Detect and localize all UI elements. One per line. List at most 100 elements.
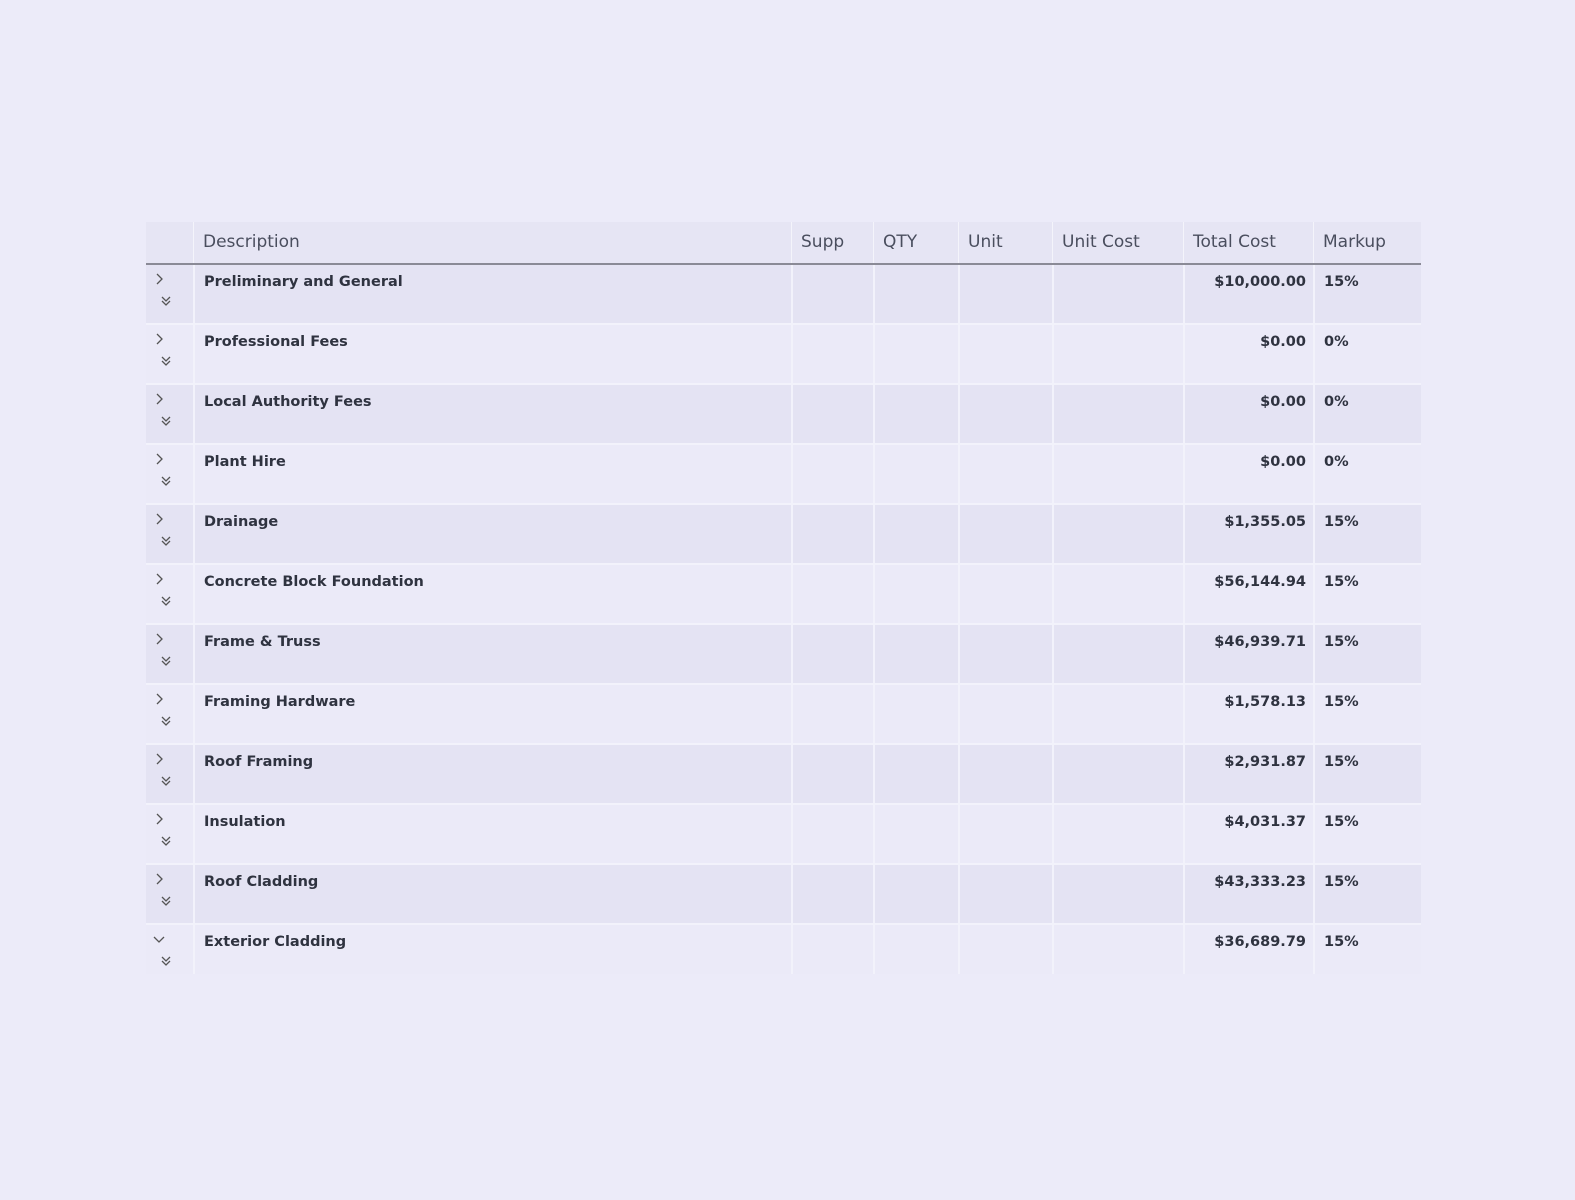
markup-cell[interactable]: 0% bbox=[1313, 445, 1421, 503]
description-cell[interactable]: Roof Framing bbox=[193, 745, 791, 803]
qty-cell[interactable] bbox=[873, 505, 958, 563]
supp-cell[interactable] bbox=[791, 565, 873, 623]
table-row[interactable]: Drainage $1,355.05 15% bbox=[146, 505, 1421, 565]
description-cell[interactable]: Roof Cladding bbox=[193, 865, 791, 923]
total-cost-cell[interactable]: $43,333.23 bbox=[1183, 865, 1313, 923]
chevron-right-icon[interactable] bbox=[152, 871, 166, 890]
unit-cell[interactable] bbox=[958, 685, 1052, 743]
double-chevron-down-icon[interactable] bbox=[160, 595, 172, 610]
unit-cost-cell[interactable] bbox=[1052, 325, 1183, 383]
qty-cell[interactable] bbox=[873, 565, 958, 623]
table-row[interactable]: Exterior Cladding $36,689.79 15% bbox=[146, 925, 1421, 974]
double-chevron-down-icon[interactable] bbox=[160, 295, 172, 310]
header-markup[interactable]: Markup bbox=[1313, 222, 1421, 263]
unit-cost-cell[interactable] bbox=[1052, 445, 1183, 503]
unit-cell[interactable] bbox=[958, 325, 1052, 383]
qty-cell[interactable] bbox=[873, 745, 958, 803]
supp-cell[interactable] bbox=[791, 505, 873, 563]
unit-cost-cell[interactable] bbox=[1052, 925, 1183, 974]
header-unit-cost[interactable]: Unit Cost bbox=[1052, 222, 1183, 263]
double-chevron-down-icon[interactable] bbox=[160, 475, 172, 490]
total-cost-cell[interactable]: $36,689.79 bbox=[1183, 925, 1313, 974]
unit-cost-cell[interactable] bbox=[1052, 505, 1183, 563]
double-chevron-down-icon[interactable] bbox=[160, 415, 172, 430]
description-cell[interactable]: Insulation bbox=[193, 805, 791, 863]
markup-cell[interactable]: 15% bbox=[1313, 685, 1421, 743]
double-chevron-down-icon[interactable] bbox=[160, 655, 172, 670]
double-chevron-down-icon[interactable] bbox=[160, 775, 172, 790]
table-row[interactable]: Roof Cladding $43,333.23 15% bbox=[146, 865, 1421, 925]
double-chevron-down-icon[interactable] bbox=[160, 895, 172, 910]
total-cost-cell[interactable]: $10,000.00 bbox=[1183, 265, 1313, 323]
table-row[interactable]: Local Authority Fees $0.00 0% bbox=[146, 385, 1421, 445]
header-qty[interactable]: QTY bbox=[873, 222, 958, 263]
total-cost-cell[interactable]: $56,144.94 bbox=[1183, 565, 1313, 623]
unit-cell[interactable] bbox=[958, 565, 1052, 623]
markup-cell[interactable]: 15% bbox=[1313, 505, 1421, 563]
double-chevron-down-icon[interactable] bbox=[160, 355, 172, 370]
description-cell[interactable]: Plant Hire bbox=[193, 445, 791, 503]
total-cost-cell[interactable]: $46,939.71 bbox=[1183, 625, 1313, 683]
header-unit[interactable]: Unit bbox=[958, 222, 1052, 263]
qty-cell[interactable] bbox=[873, 325, 958, 383]
chevron-right-icon[interactable] bbox=[152, 391, 166, 410]
description-cell[interactable]: Framing Hardware bbox=[193, 685, 791, 743]
markup-cell[interactable]: 15% bbox=[1313, 805, 1421, 863]
table-row[interactable]: Framing Hardware $1,578.13 15% bbox=[146, 685, 1421, 745]
supp-cell[interactable] bbox=[791, 805, 873, 863]
chevron-right-icon[interactable] bbox=[152, 811, 166, 830]
table-row[interactable]: Concrete Block Foundation $56,144.94 15% bbox=[146, 565, 1421, 625]
unit-cost-cell[interactable] bbox=[1052, 865, 1183, 923]
table-row[interactable]: Roof Framing $2,931.87 15% bbox=[146, 745, 1421, 805]
description-cell[interactable]: Frame & Truss bbox=[193, 625, 791, 683]
total-cost-cell[interactable]: $0.00 bbox=[1183, 325, 1313, 383]
qty-cell[interactable] bbox=[873, 925, 958, 974]
total-cost-cell[interactable]: $1,355.05 bbox=[1183, 505, 1313, 563]
markup-cell[interactable]: 0% bbox=[1313, 325, 1421, 383]
unit-cost-cell[interactable] bbox=[1052, 625, 1183, 683]
qty-cell[interactable] bbox=[873, 805, 958, 863]
chevron-right-icon[interactable] bbox=[152, 571, 166, 590]
unit-cost-cell[interactable] bbox=[1052, 685, 1183, 743]
unit-cost-cell[interactable] bbox=[1052, 565, 1183, 623]
supp-cell[interactable] bbox=[791, 445, 873, 503]
header-supp[interactable]: Supp bbox=[791, 222, 873, 263]
unit-cell[interactable] bbox=[958, 505, 1052, 563]
supp-cell[interactable] bbox=[791, 325, 873, 383]
chevron-right-icon[interactable] bbox=[152, 751, 166, 770]
qty-cell[interactable] bbox=[873, 625, 958, 683]
chevron-right-icon[interactable] bbox=[152, 331, 166, 350]
chevron-right-icon[interactable] bbox=[152, 451, 166, 470]
table-row[interactable]: Preliminary and General $10,000.00 15% bbox=[146, 265, 1421, 325]
markup-cell[interactable]: 15% bbox=[1313, 865, 1421, 923]
unit-cell[interactable] bbox=[958, 865, 1052, 923]
qty-cell[interactable] bbox=[873, 685, 958, 743]
table-row[interactable]: Professional Fees $0.00 0% bbox=[146, 325, 1421, 385]
double-chevron-down-icon[interactable] bbox=[160, 955, 172, 970]
chevron-down-icon[interactable] bbox=[152, 931, 166, 950]
markup-cell[interactable]: 15% bbox=[1313, 745, 1421, 803]
total-cost-cell[interactable]: $2,931.87 bbox=[1183, 745, 1313, 803]
unit-cost-cell[interactable] bbox=[1052, 805, 1183, 863]
description-cell[interactable]: Drainage bbox=[193, 505, 791, 563]
double-chevron-down-icon[interactable] bbox=[160, 715, 172, 730]
unit-cell[interactable] bbox=[958, 265, 1052, 323]
qty-cell[interactable] bbox=[873, 265, 958, 323]
description-cell[interactable]: Local Authority Fees bbox=[193, 385, 791, 443]
header-description[interactable]: Description bbox=[193, 222, 791, 263]
double-chevron-down-icon[interactable] bbox=[160, 835, 172, 850]
table-row[interactable]: Insulation $4,031.37 15% bbox=[146, 805, 1421, 865]
unit-cell[interactable] bbox=[958, 745, 1052, 803]
markup-cell[interactable]: 15% bbox=[1313, 565, 1421, 623]
table-row[interactable]: Frame & Truss $46,939.71 15% bbox=[146, 625, 1421, 685]
description-cell[interactable]: Professional Fees bbox=[193, 325, 791, 383]
description-cell[interactable]: Preliminary and General bbox=[193, 265, 791, 323]
markup-cell[interactable]: 15% bbox=[1313, 925, 1421, 974]
table-row[interactable]: Plant Hire $0.00 0% bbox=[146, 445, 1421, 505]
chevron-right-icon[interactable] bbox=[152, 691, 166, 710]
unit-cell[interactable] bbox=[958, 925, 1052, 974]
chevron-right-icon[interactable] bbox=[152, 511, 166, 530]
description-cell[interactable]: Exterior Cladding bbox=[193, 925, 791, 974]
unit-cell[interactable] bbox=[958, 385, 1052, 443]
unit-cell[interactable] bbox=[958, 445, 1052, 503]
